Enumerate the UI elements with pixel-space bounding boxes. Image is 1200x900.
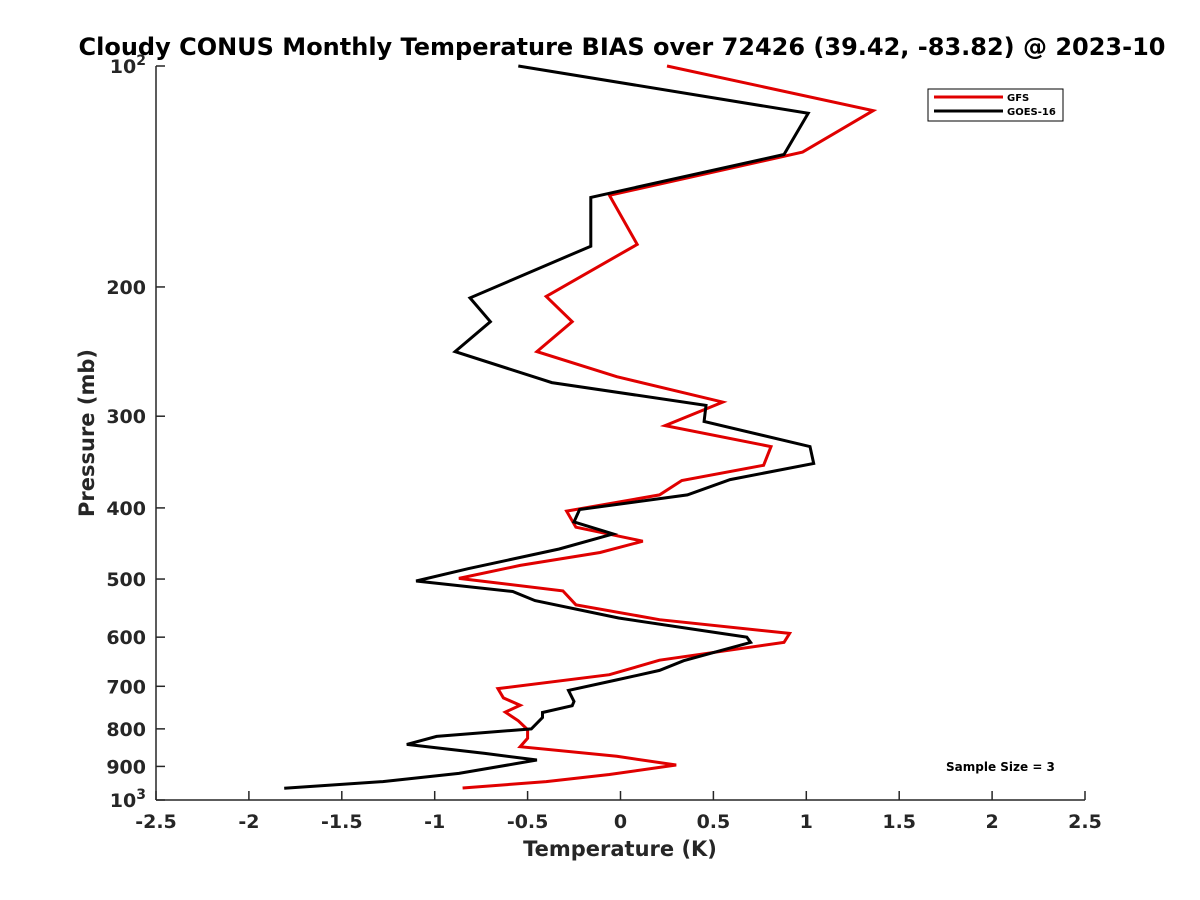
y-tick-label: 700: [106, 676, 146, 698]
y-tick-label: 200: [106, 277, 146, 299]
x-tick-label: -2.5: [135, 811, 177, 833]
y-axis-label: Pressure (mb): [75, 349, 99, 517]
y-tick-label: 500: [106, 569, 146, 591]
y-tick-label: 900: [106, 756, 146, 778]
y-tick-label: 600: [106, 627, 146, 649]
x-tick-label: 0.5: [697, 811, 731, 833]
x-tick-label: -1: [424, 811, 445, 833]
x-tick-label: 2: [985, 811, 998, 833]
x-tick-label: 1: [800, 811, 813, 833]
sample-size-annotation: Sample Size = 3: [946, 760, 1055, 774]
plot-axes: [155, 66, 1085, 801]
series-line-goes16: [284, 64, 816, 790]
y-tick-label: 800: [106, 719, 146, 741]
x-tick-label: -1.5: [321, 811, 363, 833]
legend-box: [927, 88, 1064, 122]
x-ticks: -2.5 -2 -1.5 -1 -0.5 0 0.5 1 1.5 2 2.5: [135, 791, 1102, 833]
y-ticks: 102 200 300 400 500 600 700 800 900 103: [106, 53, 165, 812]
chart-title: Cloudy CONUS Monthly Temperature BIAS ov…: [78, 33, 1165, 61]
series-layer: [284, 64, 878, 790]
x-tick-label: 0: [614, 811, 627, 833]
legend-label-gfs: GFS: [1007, 93, 1029, 104]
x-axis-label: Temperature (K): [523, 837, 717, 861]
legend-label-goes16: GOES-16: [1007, 107, 1056, 118]
y-tick-label: 103: [110, 787, 146, 812]
x-tick-label: -0.5: [507, 811, 549, 833]
y-tick-label: 400: [106, 498, 146, 520]
y-tick-label: 300: [106, 406, 146, 428]
x-tick-label: 1.5: [882, 811, 916, 833]
x-tick-label: 2.5: [1068, 811, 1102, 833]
x-tick-label: -2: [238, 811, 259, 833]
series-line-gfs: [458, 64, 878, 790]
y-tick-label: 102: [110, 53, 146, 78]
legend: GFS GOES-16: [927, 88, 1064, 122]
